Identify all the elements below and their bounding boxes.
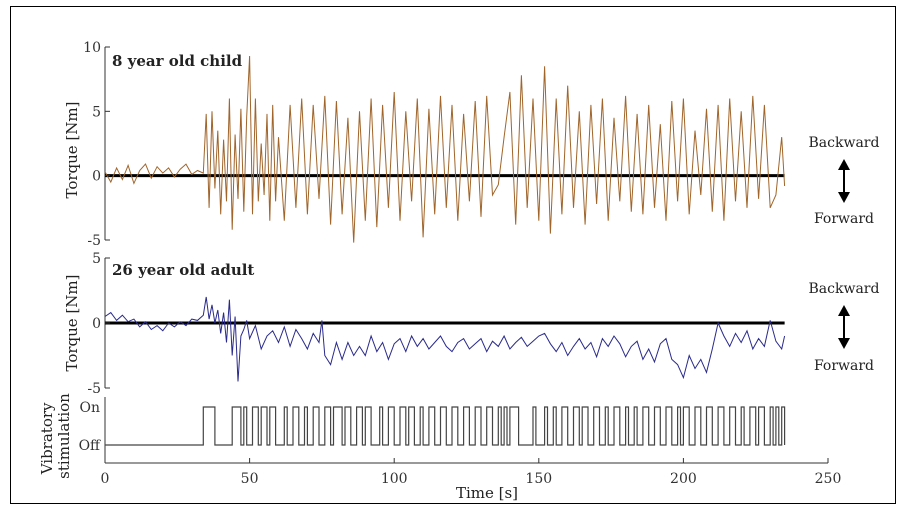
panel-child-y-ticks: -5 0 5 10 [83, 40, 110, 249]
panel-adult-backward-label: Backward [809, 281, 880, 297]
panel-child-forward-label: Forward [814, 211, 874, 227]
panel-adult-title: 26 year old adult [112, 261, 254, 279]
p2-y-tick-label-2: 5 [92, 251, 101, 267]
p2-y-tick-label-1: 0 [92, 316, 101, 332]
p1-y-tick-label-2: 5 [92, 104, 101, 120]
panel-child-y-label: Torque [Nm] [63, 101, 81, 198]
stimulation-y-label: Vibratory stimulation [38, 393, 73, 479]
panel-stimulation: On Off Vibratory stimulation 0 50 100 150 20… [38, 393, 841, 502]
panel-adult-y-ticks: -5 0 5 [87, 251, 110, 397]
stimulation-y-label-line2: stimulation [55, 393, 73, 479]
panel-adult-forward-label: Forward [814, 358, 874, 374]
stimulation-series-line [105, 406, 786, 446]
p1-y-tick-label-3: 10 [83, 40, 101, 56]
time-x-tick-label-2: 100 [381, 471, 408, 487]
panel-adult-y-label: Torque [Nm] [63, 274, 81, 371]
p2-y-tick-label-0: -5 [87, 381, 101, 397]
time-x-tick-label-3: 150 [525, 471, 552, 487]
panel-adult: -5 0 5 26 year old adult Torque [Nm] Backw… [63, 251, 880, 397]
stimulation-y-label-line1: Vibratory [38, 402, 56, 475]
panel-child: -5 0 5 10 8 year old child Torque [Nm] Back… [63, 40, 880, 249]
panel-adult-series-line [104, 296, 786, 382]
time-x-tick-label-4: 200 [670, 471, 697, 487]
panel-child-title: 8 year old child [112, 52, 243, 70]
time-x-tick-label-5: 250 [815, 471, 842, 487]
time-x-ticks: 0 50 100 150 200 250 [101, 458, 842, 487]
level-off-label: Off [79, 438, 101, 454]
p1-y-tick-label-0: -5 [87, 233, 101, 249]
panel-child-series-line [104, 55, 786, 243]
time-x-tick-label-1: 50 [241, 471, 259, 487]
level-on-label: On [80, 400, 101, 416]
time-x-tick-label-0: 0 [101, 471, 110, 487]
panel-adult-direction-arrow-icon [838, 305, 850, 349]
panel-child-direction-arrow-icon [838, 159, 850, 203]
p1-y-tick-label-1: 0 [92, 169, 101, 185]
time-x-label: Time [s] [456, 484, 518, 502]
panel-child-backward-label: Backward [809, 135, 880, 151]
figure-frame [10, 6, 896, 504]
